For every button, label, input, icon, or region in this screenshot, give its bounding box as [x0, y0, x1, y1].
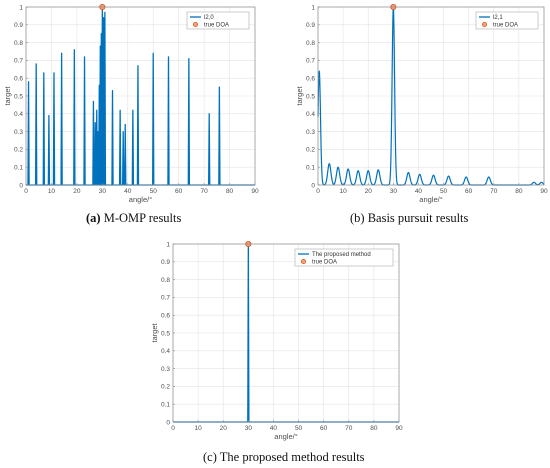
- y-tick-label: 1: [311, 4, 315, 11]
- legend-marker-swatch: [481, 21, 487, 27]
- caption-b-tag: (b): [350, 211, 365, 225]
- caption-c: (c) The proposed method results: [203, 450, 365, 465]
- chart-2: 0 10 20 30 40 50 60 70 80 90 0 0.1 0.2 0.3 0.4 0.5 0.6 0.…: [150, 240, 403, 441]
- series-line-0: [26, 6, 255, 186]
- y-tick-label: 0.4: [14, 111, 23, 118]
- y-tick-label: 0.7: [306, 58, 315, 65]
- y-tick-label: 0.4: [306, 111, 315, 118]
- caption-c-tag: (c): [203, 450, 217, 464]
- legend: l2,0 true DOA: [186, 11, 250, 30]
- y-tick-label: 0.5: [306, 93, 315, 100]
- y-tick-label: 0.2: [14, 147, 23, 154]
- x-tick-label: 60: [320, 425, 328, 432]
- y-tick-label: 0.3: [306, 129, 315, 136]
- caption-b-text: Basis pursuit results: [364, 211, 469, 225]
- legend-label-doa: true DOA: [312, 260, 337, 266]
- x-tick-label: 90: [251, 188, 259, 195]
- y-tick-label: 0.4: [161, 348, 170, 355]
- y-axis-label: target: [150, 322, 159, 342]
- y-tick-label: 0.2: [306, 147, 315, 154]
- y-tick-label: 0: [166, 419, 170, 426]
- x-tick-label: 60: [465, 188, 473, 195]
- caption-a-text: M-OMP results: [100, 211, 182, 225]
- y-tick-label: 0.1: [14, 165, 23, 172]
- x-tick-label: 40: [415, 188, 423, 195]
- x-tick-label: 70: [345, 425, 353, 432]
- y-tick-label: 0.2: [161, 384, 170, 391]
- y-tick-label: 0.9: [14, 22, 23, 29]
- legend-marker-swatch: [300, 258, 306, 264]
- x-tick-label: 30: [390, 188, 398, 195]
- x-tick-label: 70: [490, 188, 498, 195]
- x-tick-label: 70: [200, 188, 208, 195]
- y-tick-label: 0.3: [14, 129, 23, 136]
- y-axis-label: target: [3, 85, 12, 105]
- y-tick-label: 0.9: [306, 22, 315, 29]
- y-tick-label: 0.5: [161, 330, 170, 337]
- legend-marker-swatch: [192, 21, 198, 27]
- x-tick-label: 30: [245, 425, 253, 432]
- y-tick-label: 0.3: [161, 366, 170, 373]
- legend: The proposed method true DOA: [294, 248, 394, 267]
- y-tick-label: 0.6: [161, 313, 170, 320]
- y-tick-label: 0.7: [14, 58, 23, 65]
- x-tick-label: 80: [226, 188, 234, 195]
- x-tick-label: 30: [99, 188, 107, 195]
- x-tick-label: 90: [540, 188, 548, 195]
- legend-label-series: l2,1: [493, 15, 503, 21]
- y-tick-label: 0.6: [306, 76, 315, 83]
- x-tick-label: 10: [48, 188, 56, 195]
- x-tick-label: 0: [24, 188, 28, 195]
- y-tick-label: 0.9: [161, 259, 170, 266]
- x-tick-label: 20: [73, 188, 81, 195]
- x-tick-label: 0: [316, 188, 320, 195]
- legend: l2,1 true DOA: [475, 11, 539, 30]
- y-tick-label: 0.8: [14, 40, 23, 47]
- x-tick-label: 90: [395, 425, 403, 432]
- x-tick-label: 0: [171, 425, 175, 432]
- chart-0: 0 10 20 30 40 50 60 70 80 90 0 0.1 0.2 0.3 0.4 0.5 0.6 0.…: [3, 3, 259, 204]
- legend-label-series: The proposed method: [312, 252, 371, 258]
- y-tick-label: 0.8: [306, 40, 315, 47]
- x-tick-label: 20: [220, 425, 228, 432]
- x-tick-label: 10: [339, 188, 347, 195]
- caption-a: (a) M-OMP results: [86, 211, 181, 226]
- legend-box: [186, 11, 250, 30]
- y-axis-label: target: [295, 85, 304, 105]
- legend-box: [475, 11, 539, 30]
- caption-b: (b) Basis pursuit results: [350, 211, 468, 226]
- chart-1: 0 10 20 30 40 50 60 70 80 90 0 0.1 0.2 0.3 0.4 0.5 0.6 0.…: [295, 3, 548, 204]
- x-tick-label: 60: [175, 188, 183, 195]
- caption-a-tag: (a): [86, 211, 101, 225]
- x-tick-label: 50: [150, 188, 158, 195]
- x-axis-label: angle/°: [129, 195, 152, 204]
- x-axis-label: angle/°: [419, 195, 442, 204]
- x-tick-label: 50: [440, 188, 448, 195]
- y-tick-label: 1: [166, 241, 170, 248]
- y-tick-label: 0.7: [161, 295, 170, 302]
- y-tick-label: 0.5: [14, 93, 23, 100]
- legend-label-series: l2,0: [204, 15, 214, 21]
- x-tick-label: 80: [370, 425, 378, 432]
- y-tick-label: 0.6: [14, 76, 23, 83]
- x-tick-label: 40: [270, 425, 278, 432]
- x-tick-label: 50: [295, 425, 303, 432]
- x-tick-label: 20: [365, 188, 373, 195]
- x-tick-label: 10: [194, 425, 202, 432]
- x-tick-label: 40: [124, 188, 132, 195]
- y-tick-label: 0.1: [161, 402, 170, 409]
- x-axis-label: angle/°: [274, 432, 297, 441]
- x-tick-label: 80: [515, 188, 523, 195]
- y-tick-label: 0: [19, 182, 23, 189]
- y-tick-label: 0: [311, 182, 315, 189]
- legend-box: [294, 248, 394, 267]
- y-tick-label: 0.8: [161, 277, 170, 284]
- caption-c-text: The proposed method results: [216, 450, 365, 464]
- y-tick-label: 1: [19, 4, 23, 11]
- y-tick-label: 0.1: [306, 165, 315, 172]
- legend-label-doa: true DOA: [493, 23, 518, 29]
- legend-label-doa: true DOA: [204, 23, 229, 29]
